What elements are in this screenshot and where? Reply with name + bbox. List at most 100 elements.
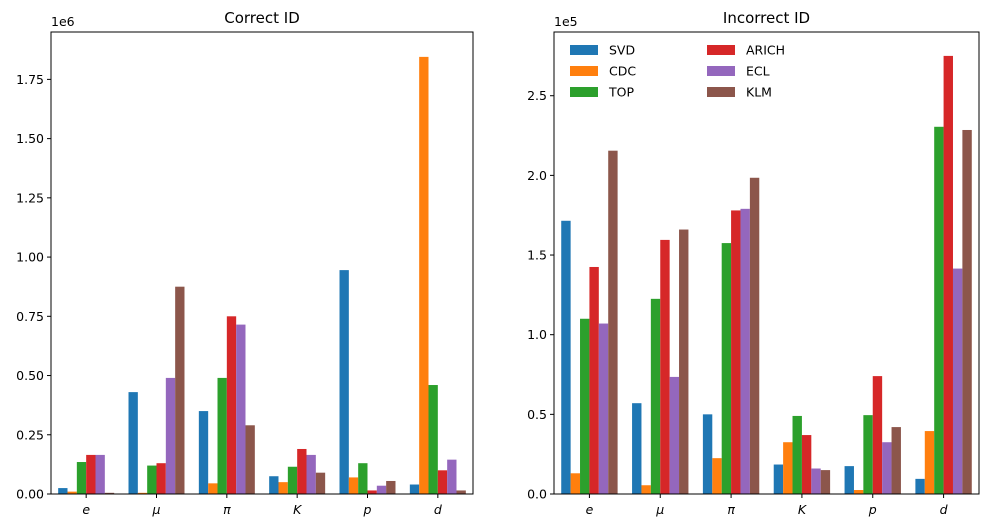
bar-klm-2 [245, 425, 255, 494]
bar-ecl-0 [598, 323, 609, 494]
y-scale-label: 1e6 [51, 14, 75, 29]
bar-top-4 [863, 415, 873, 494]
legend-label-cdc: CDC [609, 64, 636, 79]
bar-top-5 [428, 385, 438, 494]
bar-cdc-5 [419, 56, 429, 494]
bar-ecl-1 [669, 376, 680, 494]
bar-klm-0 [104, 492, 115, 494]
bar-svd-4 [339, 270, 349, 494]
y-tick-label: 1.50 [16, 131, 44, 146]
y-tick-label: 0.50 [16, 368, 44, 383]
x-tick-label: e [82, 502, 90, 517]
bar-arich-0 [589, 266, 599, 494]
bar-cdc-3 [783, 442, 793, 494]
bar-ecl-0 [95, 454, 105, 494]
bar-cdc-0 [570, 473, 581, 494]
x-tick-label: p [868, 502, 877, 517]
bar-svd-0 [561, 220, 571, 494]
bar-top-1 [650, 298, 661, 494]
bar-klm-5 [962, 129, 972, 495]
legend: SVD CDC TOP ARICH ECL KLM [570, 43, 785, 100]
legend-swatch-cdc [570, 66, 598, 76]
bar-ecl-3 [306, 454, 316, 494]
x-tick-label: e [586, 502, 594, 517]
bar-arich-3 [297, 448, 307, 494]
x-tick-label: μ [152, 502, 161, 517]
bar-cdc-2 [208, 483, 218, 494]
legend-swatch-top [570, 87, 598, 97]
bar-top-2 [217, 377, 227, 494]
bar-ecl-4 [376, 485, 387, 494]
bar-klm-4 [386, 480, 396, 494]
bar-top-0 [580, 318, 590, 494]
bar-klm-1 [679, 229, 689, 495]
bar-cdc-4 [853, 490, 864, 494]
bar-svd-2 [198, 411, 209, 494]
bar-cdc-4 [348, 477, 359, 494]
bar-cdc-5 [924, 431, 935, 494]
bar-svd-3 [269, 476, 279, 494]
chart-title: Incorrect ID [723, 9, 810, 27]
legend-swatch-ecl [707, 66, 735, 76]
bar-arich-1 [660, 239, 670, 494]
bar-arich-0 [86, 454, 96, 494]
bar-svd-3 [773, 464, 784, 494]
bar-svd-5 [409, 484, 420, 494]
bar-cdc-2 [712, 458, 722, 494]
y-tick-label: 0.00 [16, 487, 44, 502]
bar-klm-0 [608, 150, 618, 494]
x-tick-label: K [798, 502, 808, 517]
y-tick-label: 1.25 [16, 190, 44, 205]
bar-arich-4 [367, 490, 377, 494]
legend-label-ecl: ECL [746, 64, 770, 79]
y-tick-label: 2.0 [527, 168, 547, 183]
bar-klm-1 [175, 286, 185, 494]
legend-label-arich: ARICH [746, 43, 785, 58]
bar-ecl-4 [882, 442, 892, 494]
bar-arich-2 [731, 210, 741, 494]
x-tick-label: π [223, 502, 231, 517]
y-tick-label: 2.5 [527, 88, 547, 103]
y-tick-label: 0.5 [527, 407, 547, 422]
y-tick-label: 0.25 [16, 427, 44, 442]
x-tick-label: d [940, 502, 948, 517]
bar-top-2 [721, 243, 732, 494]
bar-arich-5 [437, 470, 448, 494]
bar-svd-1 [128, 392, 138, 494]
axes-frame [50, 31, 474, 495]
bar-cdc-0 [67, 491, 77, 494]
bar-top-3 [287, 466, 298, 494]
x-tick-label: μ [655, 502, 664, 517]
bar-arich-4 [872, 376, 883, 494]
legend-label-svd: SVD [609, 43, 635, 58]
bar-klm-5 [456, 490, 466, 494]
bar-ecl-3 [811, 468, 821, 494]
bar-arich-1 [156, 463, 166, 494]
bar-svd-0 [58, 488, 68, 494]
bar-arich-2 [226, 316, 237, 494]
bar-ecl-5 [447, 459, 457, 494]
bar-top-3 [792, 415, 802, 494]
bar-arich-3 [801, 435, 812, 494]
bar-arich-5 [943, 55, 953, 495]
bar-ecl-2 [740, 208, 750, 494]
y-tick-label: 1.0 [527, 327, 547, 342]
axes-frame [553, 31, 980, 495]
bar-svd-2 [702, 414, 713, 494]
y-tick-label: 1.5 [527, 248, 547, 263]
y-scale-label: 1e5 [554, 14, 578, 29]
bar-ecl-5 [952, 268, 963, 494]
x-tick-label: d [434, 502, 442, 517]
bar-cdc-3 [278, 482, 288, 494]
bar-svd-1 [632, 403, 642, 494]
legend-swatch-arich [707, 45, 735, 55]
bar-top-1 [147, 465, 157, 494]
bar-svd-4 [844, 466, 854, 494]
bar-cdc-1 [137, 492, 148, 494]
bar-klm-2 [749, 177, 760, 494]
legend-swatch-svd [570, 45, 598, 55]
y-tick-label: 0.75 [16, 309, 44, 324]
y-tick-label: 1.75 [16, 72, 44, 87]
